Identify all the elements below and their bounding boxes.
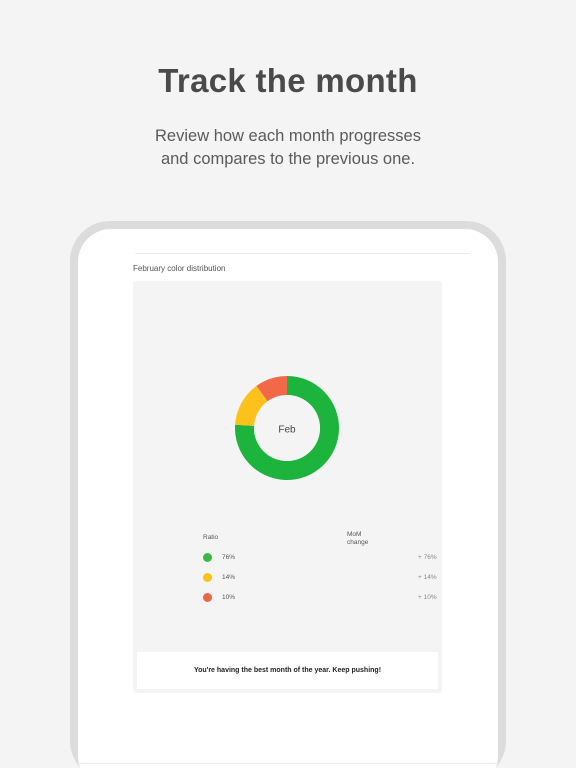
distribution-card: Feb Ratio MoM change 76% + 76% 14% + 14% xyxy=(133,281,442,693)
motivation-message: You're having the best month of the year… xyxy=(137,652,438,689)
ratio-header: Ratio xyxy=(203,534,219,541)
mom-value: + 14% xyxy=(418,574,437,581)
yellow-dot xyxy=(203,573,212,582)
ratio-value: 14% xyxy=(222,574,236,581)
donut-chart: Feb xyxy=(235,376,339,480)
mom-header-line-2: change xyxy=(347,539,369,546)
header-divider xyxy=(135,253,470,254)
mom-header-line-1: MoM xyxy=(347,531,362,538)
mom-value: + 10% xyxy=(418,594,437,601)
legend-row-yellow: 14% + 14% xyxy=(203,572,437,584)
donut-slice-green xyxy=(235,376,339,480)
ratio-value: 76% xyxy=(222,554,236,561)
tablet-screen: February color distribution Feb Ratio Mo… xyxy=(78,229,498,768)
page-title: Track the month xyxy=(158,62,418,99)
subtitle-line-1: Review how each month progresses xyxy=(155,127,421,145)
card-title: February color distribution xyxy=(133,264,226,273)
donut-hole xyxy=(254,395,320,461)
legend-row-green: 76% + 76% xyxy=(203,552,437,564)
mom-header: MoM change xyxy=(347,531,368,547)
red-dot xyxy=(203,593,212,602)
page-subtitle: Review how each month progresses and com… xyxy=(0,125,576,171)
tab-bar xyxy=(78,763,498,768)
donut-slice-yellow xyxy=(235,385,268,426)
donut-center-label: Feb xyxy=(278,425,296,436)
subtitle-line-2: and compares to the previous one. xyxy=(160,150,416,168)
ratio-value: 10% xyxy=(222,594,236,601)
tablet-frame: February color distribution Feb Ratio Mo… xyxy=(70,221,506,768)
mom-value: + 76% xyxy=(418,554,437,561)
green-dot xyxy=(203,553,212,562)
donut-slice-red xyxy=(256,376,287,402)
legend-row-red: 10% + 10% xyxy=(203,592,437,604)
